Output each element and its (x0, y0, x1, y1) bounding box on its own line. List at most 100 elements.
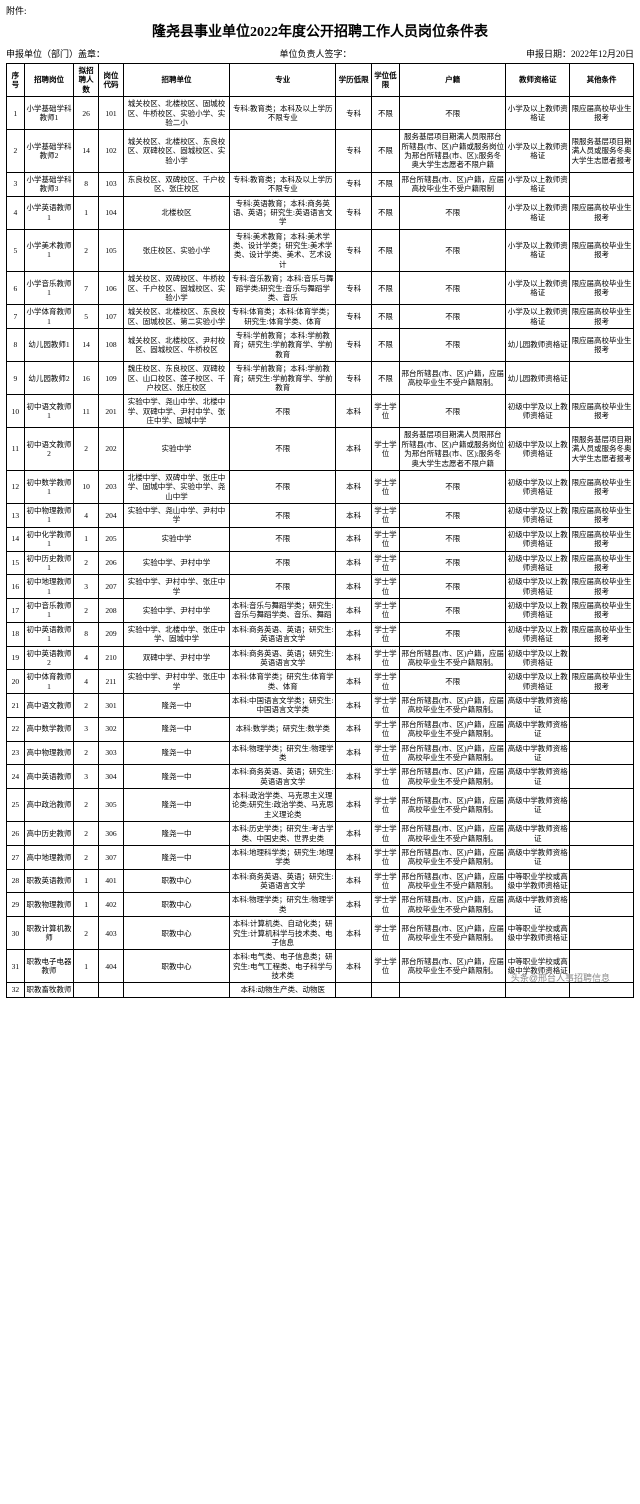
table-cell: 限服务基层项目期满人员或服务冬奥大学生志愿者报考 (570, 428, 634, 471)
table-cell: 不限 (400, 395, 506, 428)
table-row: 26高中历史教师2306隆尧一中本科:历史学类；研究生:考古学类、中国史类、世界… (7, 822, 634, 846)
table-cell: 专科 (336, 196, 371, 229)
table-cell (570, 646, 634, 670)
table-cell: 学士学位 (371, 694, 399, 718)
table-cell: 2 (74, 741, 99, 765)
table-cell: 学士学位 (371, 599, 399, 623)
table-cell: 高级中学教师资格证 (506, 765, 570, 789)
table-cell: 本科 (336, 470, 371, 503)
table-cell: 210 (99, 646, 124, 670)
table-cell: 学士学位 (371, 765, 399, 789)
table-cell: 初级中学及以上教师资格证 (506, 575, 570, 599)
table-cell: 学士学位 (371, 717, 399, 741)
table-cell: 404 (99, 950, 124, 983)
table-cell: 本科:政治学类、马克思主义理论类;研究生:政治学类、马克思主义理论类 (230, 789, 336, 822)
table-cell: 本科:电气类、电子信息类；研究生:电气工程类、电子科学与技术类 (230, 950, 336, 983)
table-cell: 17 (7, 599, 25, 623)
table-cell: 小学基础学科教师3 (24, 172, 74, 196)
table-row: 25高中政治教师2305隆尧一中本科:政治学类、马克思主义理论类;研究生:政治学… (7, 789, 634, 822)
table-cell: 学士学位 (371, 822, 399, 846)
table-header-cell: 学历低限 (336, 64, 371, 97)
table-cell: 职教计算机教师 (24, 917, 74, 950)
table-cell: 职教畜牧教师 (24, 983, 74, 997)
table-cell: 5 (74, 305, 99, 329)
table-header-cell: 拟招聘人数 (74, 64, 99, 97)
table-cell: 本科 (336, 599, 371, 623)
table-cell: 邢台所辖县(市、区)户籍，应届高校毕业生不受户籍限制。 (400, 917, 506, 950)
table-cell: 305 (99, 789, 124, 822)
table-cell: 高中语文教师 (24, 694, 74, 718)
table-cell: 初级中学及以上教师资格证 (506, 395, 570, 428)
table-cell: 学士学位 (371, 869, 399, 893)
table-cell: 本科 (336, 917, 371, 950)
table-cell (570, 983, 634, 997)
table-cell: 107 (99, 305, 124, 329)
table-cell: 邢台所辖县(市、区)户籍，应届高校毕业生不受户籍限制。 (400, 950, 506, 983)
table-row: 17初中音乐教师12208实验中学、尹村中学本科:音乐与舞蹈学类；研究生:音乐与… (7, 599, 634, 623)
table-cell: 9 (7, 362, 25, 395)
table-cell: 北楼校区 (123, 196, 229, 229)
table-cell: 双碑中学、尹村中学 (123, 646, 229, 670)
table-row: 1小学基础学科教师126101城关校区、北楼校区、固城校区、牛桥校区、实验小学、… (7, 97, 634, 130)
table-cell: 邢台所辖县(市、区)户籍，应届高校毕业生不受户籍限制。 (400, 717, 506, 741)
table-cell: 初中体育教师1 (24, 670, 74, 694)
table-cell: 3 (74, 575, 99, 599)
table-cell: 本科:音乐与舞蹈学类；研究生:音乐与舞蹈学类、音乐、舞蹈 (230, 599, 336, 623)
table-cell: 202 (99, 428, 124, 471)
table-cell: 20 (7, 670, 25, 694)
table-cell: 中等职业学校或高级中学教师资格证 (506, 917, 570, 950)
table-header-cell: 专业 (230, 64, 336, 97)
table-row: 15初中历史教师12206实验中学、尹村中学不限本科学士学位不限初级中学及以上教… (7, 551, 634, 575)
table-cell: 限应届高校毕业生报考 (570, 599, 634, 623)
table-cell: 专科:学前教育；本科:学前教育；研究生:学前教育学、学前教育 (230, 362, 336, 395)
meta-signer: 单位负责人签字： (279, 47, 351, 60)
table-cell: 隆尧一中 (123, 789, 229, 822)
table-cell: 13 (7, 504, 25, 528)
meta-unit: 申报单位（部门）盖章： (6, 47, 105, 60)
table-row: 13初中物理教师14204实验中学、尧山中学、尹村中学不限本科学士学位不限初级中… (7, 504, 634, 528)
table-cell: 限应届高校毕业生报考 (570, 229, 634, 272)
table-header-cell: 招聘岗位 (24, 64, 74, 97)
table-cell: 14 (74, 130, 99, 173)
table-cell: 初中音乐教师1 (24, 599, 74, 623)
table-cell: 初中英语教师1 (24, 622, 74, 646)
table-cell: 高级中学教师资格证 (506, 694, 570, 718)
table-cell (371, 983, 399, 997)
table-cell: 专科:美术教育；本科:美术学类、设计学类；研究生:美术学类、设计学类、美术、艺术… (230, 229, 336, 272)
table-cell: 专科:音乐教育；本科:音乐与舞蹈学类;研究生:音乐与舞蹈学类、音乐 (230, 272, 336, 305)
table-cell: 城关校区、双碑校区、牛桥校区、千户校区、固城校区、实验小学 (123, 272, 229, 305)
table-cell: 2 (74, 551, 99, 575)
table-cell: 3 (7, 172, 25, 196)
table-cell: 104 (99, 196, 124, 229)
table-cell: 本科:地理科学类；研究生:地理学类 (230, 845, 336, 869)
table-cell: 401 (99, 869, 124, 893)
table-cell (99, 983, 124, 997)
table-cell: 隆尧一中 (123, 741, 229, 765)
table-cell: 初级中学及以上教师资格证 (506, 470, 570, 503)
table-cell: 本科 (336, 551, 371, 575)
table-cell: 本科 (336, 694, 371, 718)
table-cell (570, 845, 634, 869)
table-cell: 208 (99, 599, 124, 623)
table-cell: 402 (99, 893, 124, 917)
table-cell: 不限 (371, 362, 399, 395)
table-cell: 1 (7, 97, 25, 130)
table-cell: 1 (74, 869, 99, 893)
table-cell: 隆尧一中 (123, 822, 229, 846)
table-cell: 幼儿园教师1 (24, 329, 74, 362)
table-cell: 高中英语教师 (24, 765, 74, 789)
table-cell: 东良校区、双碑校区、千户校区、张庄校区 (123, 172, 229, 196)
table-cell: 403 (99, 917, 124, 950)
table-cell: 小学体育教师1 (24, 305, 74, 329)
table-cell: 学士学位 (371, 670, 399, 694)
table-cell: 小学音乐教师1 (24, 272, 74, 305)
table-cell: 1 (74, 893, 99, 917)
table-cell: 限应届高校毕业生报考 (570, 670, 634, 694)
table-cell: 2 (74, 694, 99, 718)
table-cell: 专科 (336, 362, 371, 395)
table-cell: 不限 (400, 575, 506, 599)
table-cell (123, 983, 229, 997)
table-cell: 2 (74, 789, 99, 822)
table-cell: 24 (7, 765, 25, 789)
table-cell: 邢台所辖县(市、区)户籍，应届高校毕业生不受户籍限制。 (400, 893, 506, 917)
